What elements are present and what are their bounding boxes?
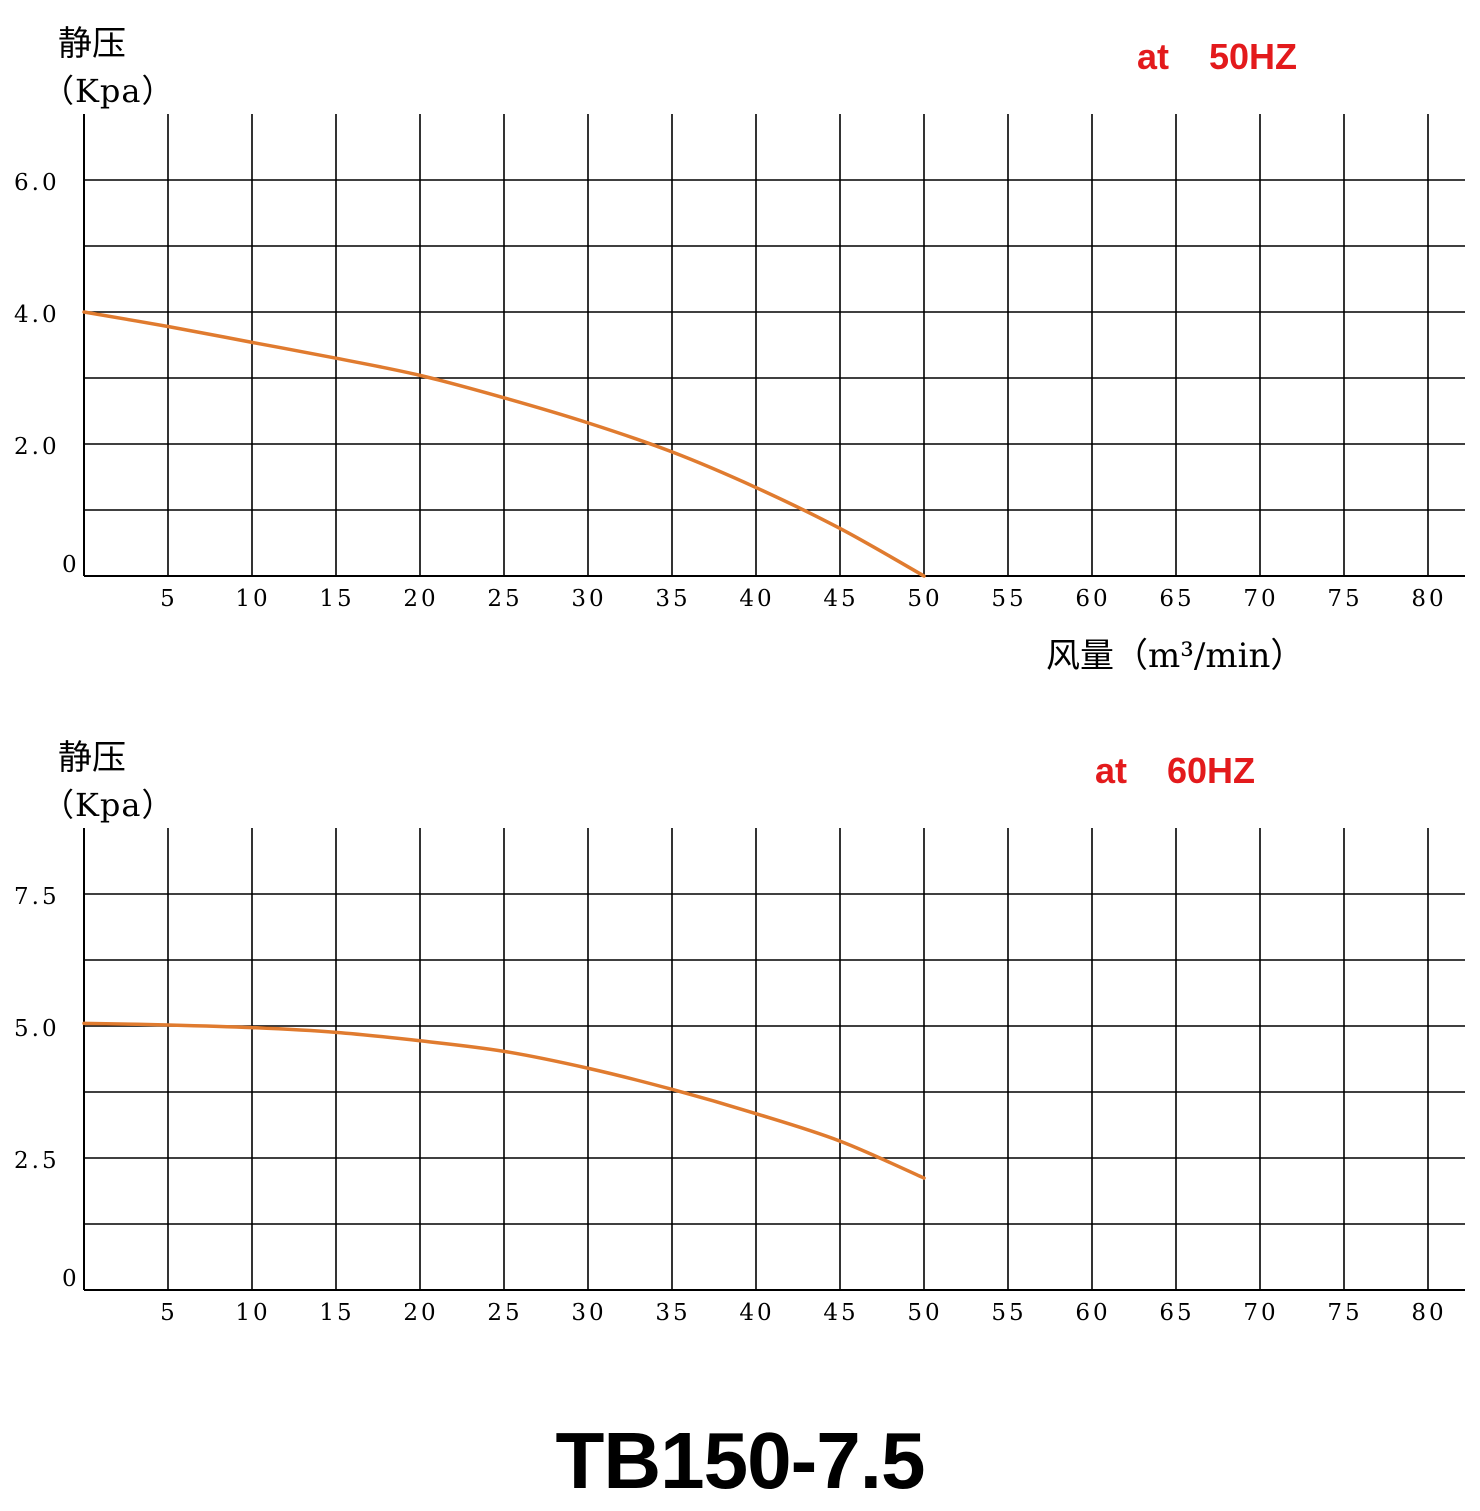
- x-tick-label: 25: [487, 1300, 522, 1326]
- x-axis-title: 风量（m³/min）: [1046, 636, 1305, 676]
- frequency-label: at 50HZ: [1137, 36, 1298, 77]
- x-tick-label: 50: [907, 1300, 942, 1326]
- frequency-label: at 60HZ: [1095, 750, 1256, 791]
- x-tick-label: 35: [655, 586, 690, 612]
- model-title: TB150-7.5: [555, 1416, 926, 1505]
- x-tick-label: 70: [1243, 1300, 1278, 1326]
- x-tick-label: 30: [571, 1300, 606, 1326]
- y-tick-label: 2.0: [14, 434, 60, 460]
- x-tick-label: 10: [235, 1300, 270, 1326]
- x-tick-label: 55: [991, 1300, 1026, 1326]
- x-tick-label: 70: [1243, 586, 1278, 612]
- y-axis-title: 静压: [58, 738, 126, 778]
- y-axis-unit: （Kpa）: [42, 786, 175, 824]
- chart-plot: 5 10 15 20 25 30 35 40 45 50 55 60 65 70 75 80 0 2.5 5.0 7.…: [14, 828, 1465, 1326]
- x-tick-label: 45: [823, 1300, 858, 1326]
- x-tick-label: 25: [487, 586, 522, 612]
- y-tick-label: 0: [62, 552, 80, 578]
- x-tick-label: 5: [160, 1300, 178, 1326]
- pressure-curve: [82, 310, 926, 578]
- x-tick-label: 45: [823, 586, 858, 612]
- y-tick-label: 7.5: [14, 884, 60, 910]
- chart-plot: 5 10 15 20 25 30 35 40 45 50 55 60 65 70 75 80 0 2.0 4.0 6.…: [14, 114, 1465, 612]
- x-tick-label: 15: [319, 586, 354, 612]
- x-tick-label: 5: [160, 586, 178, 612]
- x-tick-label: 55: [991, 586, 1026, 612]
- x-tick-label: 75: [1327, 586, 1362, 612]
- x-tick-label: 80: [1411, 1300, 1446, 1326]
- y-axis-title: 静压: [58, 24, 126, 64]
- x-tick-label: 30: [571, 586, 606, 612]
- x-tick-label: 75: [1327, 1300, 1362, 1326]
- x-tick-label: 40: [739, 1300, 774, 1326]
- x-tick-label: 20: [403, 1300, 438, 1326]
- x-tick-label: 80: [1411, 586, 1446, 612]
- x-tick-label: 20: [403, 586, 438, 612]
- x-tick-label: 60: [1075, 586, 1110, 612]
- x-tick-label: 65: [1159, 1300, 1194, 1326]
- chart-50hz: 静压 （Kpa） at 50HZ 5 10 15 20 25 30 35 40 45 50 55 60…: [0, 0, 1480, 700]
- y-tick-label: 4.0: [14, 302, 60, 328]
- y-tick-label: 6.0: [14, 170, 60, 196]
- x-tick-label: 60: [1075, 1300, 1110, 1326]
- y-tick-label: 2.5: [14, 1148, 60, 1174]
- y-tick-label: 5.0: [14, 1016, 60, 1042]
- y-axis-unit: （Kpa）: [42, 72, 175, 110]
- x-tick-label: 65: [1159, 586, 1194, 612]
- x-tick-label: 15: [319, 1300, 354, 1326]
- y-tick-label: 0: [62, 1266, 80, 1292]
- x-tick-label: 40: [739, 586, 774, 612]
- x-tick-label: 10: [235, 586, 270, 612]
- chart-60hz: 静压 （Kpa） at 60HZ 5 10 15 20 25 30 35 40 45 50 55 60…: [0, 714, 1480, 1374]
- x-tick-label: 50: [907, 586, 942, 612]
- pressure-curve: [82, 1021, 926, 1180]
- x-tick-label: 35: [655, 1300, 690, 1326]
